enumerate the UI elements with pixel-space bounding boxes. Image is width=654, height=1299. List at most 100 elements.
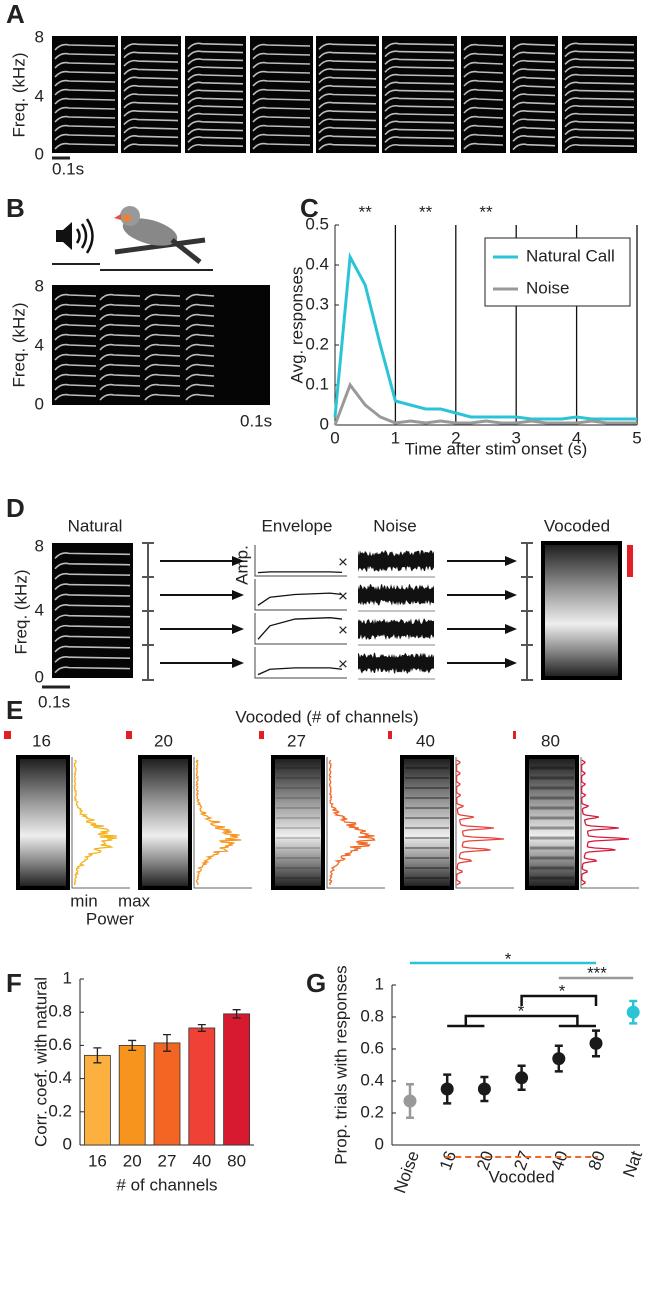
harmonic: [564, 136, 635, 143]
tick-label: 8: [35, 276, 44, 295]
tick-label: 4: [35, 600, 44, 619]
power-curve: [195, 759, 242, 886]
x-tick-label: 20: [123, 1151, 142, 1170]
x-tick-label: 16: [436, 1148, 460, 1172]
harmonic: [187, 58, 244, 65]
harmonic: [99, 353, 141, 361]
harmonic: [318, 68, 377, 75]
harmonic: [564, 58, 635, 65]
axis-label: Freq. (kHz): [11, 570, 30, 655]
harmonic: [318, 126, 377, 134]
harmonic: [463, 97, 504, 105]
harmonic: [512, 101, 556, 109]
operator: ×: [338, 620, 348, 639]
harmonic: [512, 135, 556, 142]
harmonic: [384, 136, 455, 143]
point: [403, 1094, 417, 1108]
harmonic: [512, 109, 556, 117]
bandwidth-marker: [627, 545, 633, 577]
harmonic: [187, 128, 244, 136]
harmonic: [54, 562, 131, 570]
y-tick-label: 0.5: [305, 214, 329, 233]
harmonic: [252, 61, 311, 69]
harmonic: [187, 42, 244, 50]
panel-title: Vocoded (# of channels): [235, 707, 418, 726]
harmonic: [512, 76, 556, 84]
harmonic: [564, 112, 635, 120]
vocoded-spectrogram: [271, 755, 325, 890]
harmonic: [463, 70, 504, 78]
operator: ×: [338, 586, 348, 605]
axis-label: max: [118, 891, 151, 910]
harmonic: [252, 70, 311, 78]
harmonic: [99, 383, 141, 391]
point: [589, 1036, 603, 1050]
harmonic: [185, 303, 215, 311]
harmonic: [54, 97, 116, 105]
harmonic: [54, 645, 131, 653]
column-title: Envelope: [262, 516, 333, 535]
significance: *: [505, 949, 512, 968]
harmonic: [54, 142, 116, 150]
x-tick-label: 3: [511, 428, 520, 447]
harmonic: [318, 135, 377, 142]
harmonic: [252, 133, 311, 141]
y-tick-label: 0.4: [48, 1068, 72, 1087]
significance: *: [518, 1001, 525, 1020]
power-axis: [326, 757, 385, 889]
harmonic: [144, 393, 181, 401]
harmonic: [185, 363, 215, 371]
harmonic: [54, 106, 116, 114]
envelope: [257, 571, 343, 574]
x-tick-label: 27: [158, 1151, 177, 1170]
panel-letter: B: [6, 193, 25, 223]
harmonic: [564, 65, 635, 73]
harmonic: [252, 79, 311, 87]
y-tick-label: 0.8: [360, 1006, 384, 1025]
harmonic: [384, 97, 455, 104]
harmonic: [54, 343, 97, 351]
harmonic: [564, 42, 635, 50]
y-tick-label: 0.4: [360, 1070, 384, 1089]
harmonic: [54, 79, 116, 87]
point: [626, 1005, 640, 1019]
harmonic: [99, 393, 141, 401]
harmonic: [252, 52, 311, 60]
harmonic: [54, 133, 116, 141]
harmonic: [463, 43, 504, 51]
power-axis: [71, 757, 130, 889]
harmonic: [512, 68, 556, 75]
harmonic: [185, 343, 215, 351]
harmonic: [54, 604, 131, 611]
error-bar: [128, 1039, 137, 1052]
harmonic: [252, 115, 311, 123]
harmonic: [564, 81, 635, 89]
harmonic: [144, 363, 181, 371]
bandwidth-marker: [126, 731, 132, 739]
harmonic: [318, 76, 377, 84]
harmonic: [463, 142, 504, 150]
harmonic: [99, 293, 141, 301]
harmonic: [123, 101, 179, 109]
harmonic: [54, 572, 131, 580]
arrow-head: [232, 658, 244, 668]
channel-label: 16: [32, 731, 51, 750]
harmonic: [187, 104, 244, 112]
harmonic: [54, 583, 131, 591]
group-label: Vocoded: [489, 1167, 555, 1186]
column-title: Natural: [68, 516, 123, 535]
y-tick-label: 0.8: [48, 1002, 72, 1021]
harmonic: [54, 70, 116, 78]
envelope-axis: [254, 647, 347, 679]
harmonic: [187, 73, 244, 81]
harmonic: [318, 59, 377, 67]
harmonic: [54, 43, 116, 51]
error-bar: [93, 1047, 102, 1064]
harmonic: [54, 61, 116, 69]
harmonic: [54, 393, 97, 401]
harmonic: [123, 68, 179, 75]
tick-label: 0: [35, 144, 44, 163]
harmonic: [54, 552, 131, 559]
harmonic: [144, 323, 181, 331]
arrow-head: [232, 556, 244, 566]
